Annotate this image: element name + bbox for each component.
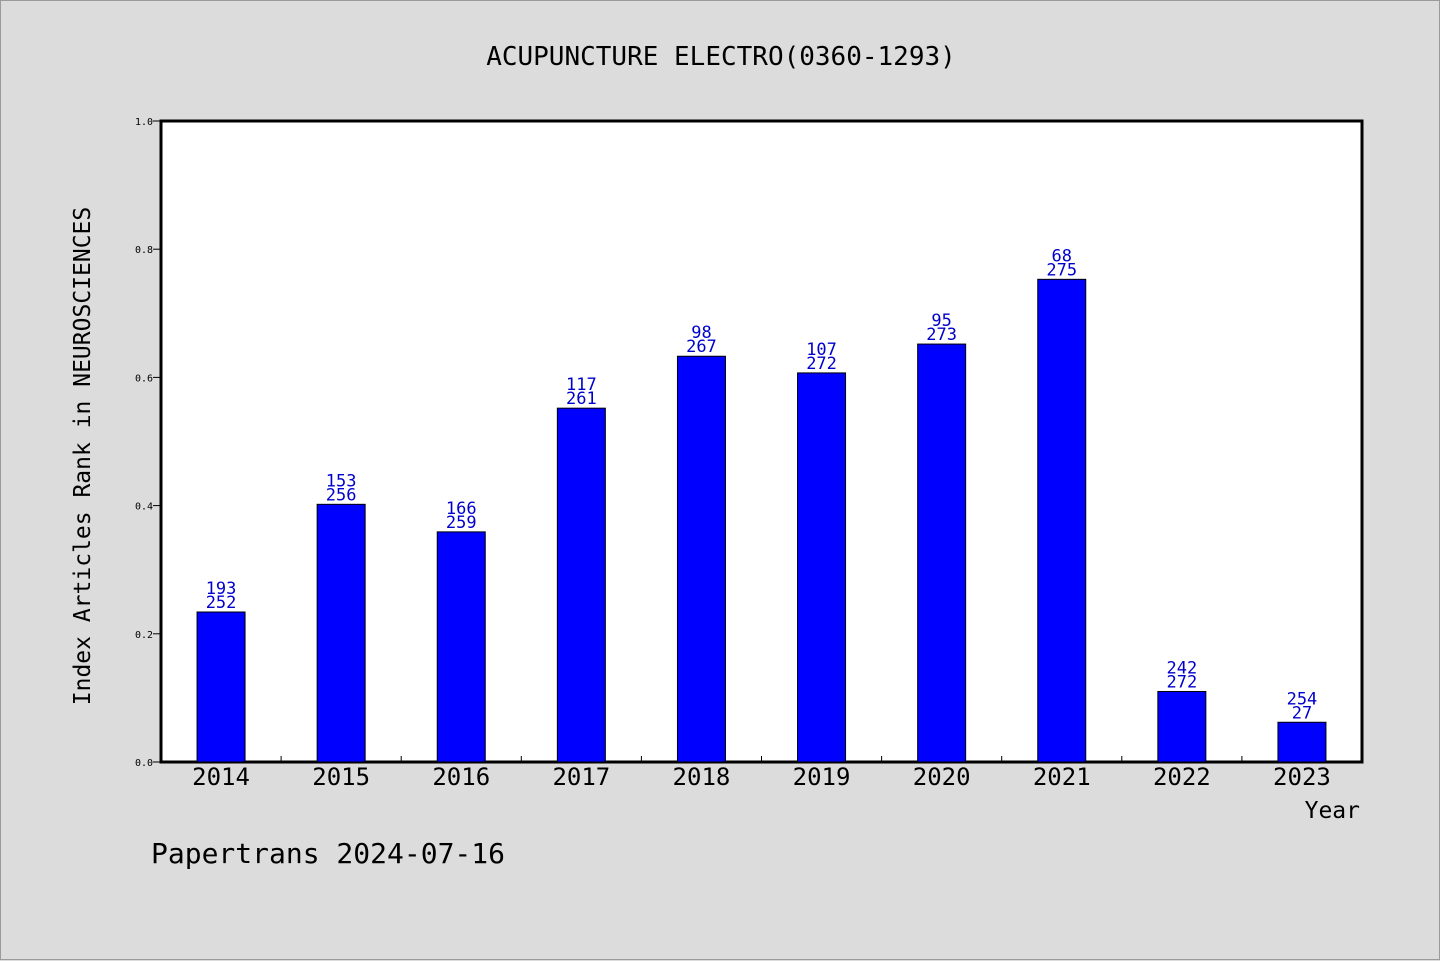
bar-2023: [1277, 721, 1327, 763]
x-axis-label: Year: [1305, 798, 1360, 824]
bar-2016: [436, 531, 486, 763]
x-axis: 2014 2015 2016 2017 2018 2019 2020 2021 2022 2023: [192, 756, 1331, 791]
x-tick-label: 2021: [1033, 763, 1091, 791]
x-tick-label: 2016: [432, 763, 490, 791]
bar-2014: [196, 611, 246, 763]
x-tick-label: 2019: [793, 763, 851, 791]
x-tick-label: 2022: [1153, 763, 1211, 791]
bar-label-bottom: 272: [1166, 672, 1197, 692]
bar-label-bottom: 272: [806, 354, 837, 374]
y-axis-label: Index Articles Rank in NEUROSCIENCES: [70, 207, 96, 706]
bar-label-top: 95: [931, 311, 951, 331]
x-tick-label: 2023: [1273, 763, 1331, 791]
bar-2015: [316, 503, 366, 763]
bar-label-top: 193: [206, 579, 237, 599]
bar-2019: [797, 372, 847, 763]
bar-label-bottom: 275: [1046, 260, 1077, 280]
y-tick-label: 0.6: [135, 373, 153, 384]
bar-label-bottom: 261: [566, 389, 597, 409]
y-tick-label: 0.0: [135, 758, 153, 769]
y-tick-label: 0.8: [135, 245, 153, 256]
bar-labels: 2521932561532591662611172679827210727395…: [206, 246, 1318, 723]
bar-label-top: 68: [1052, 246, 1072, 266]
bar-label-top: 166: [446, 499, 477, 519]
x-tick-label: 2020: [913, 763, 971, 791]
y-tick-label: 0.4: [135, 502, 153, 513]
chart-title: ACUPUNCTURE ELECTRO(0360-1293): [486, 42, 956, 72]
x-tick-label: 2017: [552, 763, 610, 791]
bar-label-top: 117: [566, 375, 597, 395]
y-tick-label: 0.2: [135, 630, 153, 641]
bar-label-bottom: 252: [206, 593, 237, 613]
bar-label-top: 254: [1287, 689, 1318, 709]
bar-2018: [676, 355, 726, 763]
bar-label-top: 98: [691, 323, 711, 343]
bar-label-bottom: 256: [326, 485, 357, 505]
bar-label-top: 107: [806, 340, 837, 360]
y-tick-label: 1.0: [135, 117, 153, 128]
bars: [196, 278, 1327, 763]
bar-label-top: 242: [1166, 658, 1197, 678]
x-tick-label: 2015: [312, 763, 370, 791]
bar-label-bottom: 27: [1292, 703, 1312, 723]
x-tick-label: 2014: [192, 763, 250, 791]
bar-2022: [1157, 690, 1207, 763]
x-tick-label: 2018: [673, 763, 731, 791]
bar-label-bottom: 273: [926, 325, 957, 345]
bar-2017: [556, 407, 606, 763]
bar-2020: [917, 343, 967, 763]
bar-label-top: 153: [326, 471, 357, 491]
bar-2021: [1037, 278, 1087, 763]
bar-label-bottom: 259: [446, 513, 477, 533]
bar-label-bottom: 267: [686, 337, 717, 357]
y-axis: 0.0 0.2 0.4 0.6 0.8 1.0: [135, 117, 161, 769]
footer-credit: Papertrans 2024-07-16: [151, 837, 505, 870]
